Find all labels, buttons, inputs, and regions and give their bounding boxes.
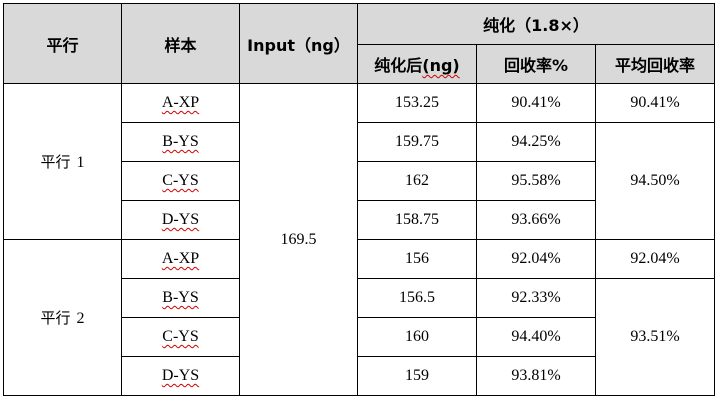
average-cell: 92.04%	[595, 239, 715, 279]
sample-cell: B-YS	[121, 278, 240, 318]
header-sample: 样本	[121, 3, 240, 84]
after-cell: 159.75	[357, 122, 477, 162]
after-cell: 153.25	[357, 83, 477, 123]
recovery-cell: 94.25%	[476, 122, 596, 162]
recovery-cell: 92.04%	[476, 239, 596, 279]
table-row: C-YS 162 95.58%	[4, 161, 715, 201]
sample-cell: D-YS	[121, 356, 240, 396]
recovery-cell: 94.40%	[476, 317, 596, 357]
recovery-cell: 92.33%	[476, 278, 596, 318]
after-cell: 160	[357, 317, 477, 357]
header-group: 平行	[3, 3, 122, 84]
sample-cell: B-YS	[121, 122, 240, 162]
header-average-recovery: 平均回收率	[595, 44, 715, 84]
table-row: B-YS 156.5 92.33% 93.51%	[4, 278, 715, 396]
table-row: D-YS 158.75 93.66%	[4, 200, 715, 240]
group-label: 平行 1	[3, 83, 122, 240]
table-row: 平行 1 A-XP 169.5 153.25 90.41% 90.41%	[3, 83, 715, 396]
after-cell: 156	[357, 239, 477, 279]
after-cell: 158.75	[357, 200, 477, 240]
input-value: 169.5	[239, 83, 358, 396]
header-purification: 纯化（1.8×）	[357, 3, 715, 45]
average-cell: 94.50%	[595, 122, 715, 240]
sample-cell: C-YS	[121, 161, 240, 201]
table-row: 平行 2 A-XP 156 92.04% 92.04%	[3, 239, 715, 396]
header-input: Input（ng）	[239, 3, 358, 84]
average-cell: 90.41%	[595, 83, 715, 123]
header-recovery-rate: 回收率%	[476, 44, 596, 84]
table-row: D-YS 159 93.81%	[4, 356, 715, 396]
average-cell: 93.51%	[595, 278, 715, 396]
sample-cell: C-YS	[121, 317, 240, 357]
after-cell: 162	[357, 161, 477, 201]
sample-cell: D-YS	[121, 200, 240, 240]
header-after-purification: 纯化后(ng)	[357, 44, 477, 84]
after-cell: 156.5	[357, 278, 477, 318]
recovery-cell: 93.81%	[476, 356, 596, 396]
sample-cell: A-XP	[121, 83, 240, 123]
group-label: 平行 2	[3, 239, 122, 396]
sample-cell: A-XP	[121, 239, 240, 279]
table-row: C-YS 160 94.40%	[4, 317, 715, 357]
table-row: B-YS 159.75 94.25% 94.50%	[4, 122, 715, 240]
purification-table: 平行 样本 Input（ng） 纯化（1.8×） 纯化后(ng) 回收率% 平均…	[3, 3, 715, 396]
recovery-cell: 93.66%	[476, 200, 596, 240]
after-cell: 159	[357, 356, 477, 396]
recovery-cell: 90.41%	[476, 83, 596, 123]
recovery-cell: 95.58%	[476, 161, 596, 201]
